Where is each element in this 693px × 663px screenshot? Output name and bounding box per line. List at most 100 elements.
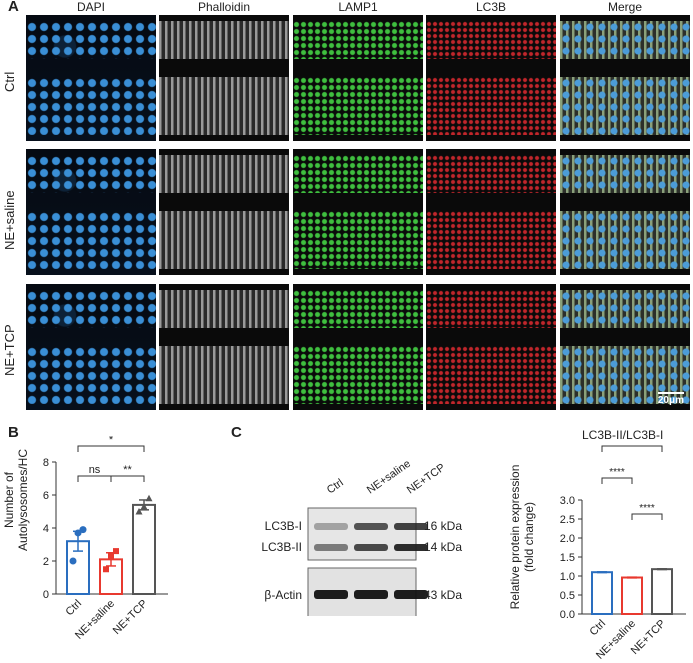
scale-bar: 20μm bbox=[657, 392, 684, 406]
chart-c-sig-bracket-label: **** bbox=[639, 503, 655, 514]
col-head-lamp1: LAMP1 bbox=[338, 0, 378, 14]
blot-band-lc3b-i bbox=[314, 523, 348, 530]
col-head-lc3b: LC3B bbox=[475, 0, 507, 14]
micrograph-merge-ctrl bbox=[560, 15, 690, 141]
micrograph-dapi-ctrl bbox=[26, 15, 156, 141]
chart-c-title: LC3B-II/LC3B-I bbox=[582, 428, 664, 442]
micrograph-cell-band bbox=[26, 77, 156, 135]
micrograph-cell-band bbox=[26, 346, 156, 404]
micrograph-dapi-ne-saline bbox=[26, 149, 156, 275]
micrograph-cell-band bbox=[293, 21, 423, 59]
chart-c-y-tick-label: 2.0 bbox=[560, 533, 575, 545]
micrograph-lamp1-ne-tcp bbox=[293, 284, 423, 410]
blot-band-lc3b-i bbox=[354, 523, 388, 530]
chart-b-data-point bbox=[145, 494, 153, 502]
micrograph-cell-band bbox=[159, 155, 289, 193]
micrograph-cell-band bbox=[159, 346, 289, 404]
panel-b-letter: B bbox=[8, 424, 19, 441]
micrograph-cell-band bbox=[293, 290, 423, 328]
blot-band-label: LC3B-I bbox=[265, 519, 302, 533]
chart-b-y-tick-label: 0 bbox=[43, 589, 49, 601]
micrograph-lamp1-ctrl bbox=[293, 15, 423, 141]
blot-band-lc3b-i bbox=[394, 523, 428, 530]
chart-c-y-tick-label: 3.0 bbox=[560, 495, 575, 507]
micrograph-cell-band bbox=[159, 21, 289, 59]
micrograph-lc3b-ne-saline bbox=[426, 149, 556, 275]
chart-b-data-point bbox=[103, 566, 109, 573]
micrograph-cell-band bbox=[159, 77, 289, 135]
chart-b-sig-bracket-label: ** bbox=[123, 464, 132, 476]
chart-b-y-tick-label: 6 bbox=[43, 490, 49, 502]
chart-b-y-tick-label: 2 bbox=[43, 556, 49, 568]
blot-band-label: β-Actin bbox=[264, 588, 302, 602]
micrograph-cell-band bbox=[26, 211, 156, 269]
micrograph-lc3b-ctrl bbox=[426, 15, 556, 141]
chart-b-data-point bbox=[135, 508, 143, 515]
chart-b-sig-bracket bbox=[77, 475, 112, 482]
micrograph-cell-band bbox=[560, 155, 690, 193]
chart-b-data-point bbox=[69, 557, 77, 565]
blot-lane-label: Ctrl bbox=[325, 477, 346, 497]
micrograph-cell-band bbox=[560, 290, 690, 328]
blot-band-label: LC3B-II bbox=[261, 540, 302, 554]
chart-b-y-tick-label: 8 bbox=[43, 457, 49, 469]
chart-c-sig-bracket bbox=[601, 477, 633, 484]
chart-c-sig-bracket bbox=[601, 445, 663, 452]
chart-b-sig-bracket bbox=[77, 445, 145, 452]
micrograph-phalloidin-ctrl bbox=[159, 15, 289, 141]
chart-b-x-tick-label: NE+TCP bbox=[111, 598, 150, 637]
blot-lane-label: NE+saline bbox=[365, 458, 413, 497]
micrograph-lamp1-ne-saline bbox=[293, 149, 423, 275]
blot-membrane-lc3b bbox=[307, 507, 417, 561]
micrograph-cell-band bbox=[426, 290, 556, 328]
chart-c-x-tick-label: Ctrl bbox=[588, 618, 609, 639]
micrograph-cell-band bbox=[293, 346, 423, 404]
chart-b-y-tick-label: 4 bbox=[43, 523, 49, 535]
chart-c-bar bbox=[621, 576, 643, 616]
blot-band-kda: 43 kDa bbox=[424, 588, 462, 602]
blot-band-lc3b-ii bbox=[354, 544, 388, 551]
micrograph-cell-band bbox=[560, 346, 690, 404]
micrograph-merge-ne-tcp: 20μm bbox=[560, 284, 690, 410]
scale-bar-line bbox=[657, 392, 684, 394]
col-head-dapi: DAPI bbox=[76, 0, 105, 14]
chart-c-y-tick-label: 0.0 bbox=[560, 609, 575, 621]
chart-c-y-tick-label: 2.5 bbox=[560, 514, 575, 526]
micrograph-merge-ne-saline bbox=[560, 149, 690, 275]
micrograph-cell-band bbox=[26, 155, 156, 193]
chart-b-data-point bbox=[108, 553, 114, 560]
micrograph-cell-band bbox=[426, 21, 556, 59]
micrograph-cell-band bbox=[426, 346, 556, 404]
micrograph-cell-band bbox=[560, 77, 690, 135]
micrograph-cell-band bbox=[426, 77, 556, 135]
chart-c-y-tick-label: 1.5 bbox=[560, 552, 575, 564]
micrograph-phalloidin-ne-tcp bbox=[159, 284, 289, 410]
row-label-ne-saline: NE+saline bbox=[2, 190, 17, 250]
micrograph-cell-band bbox=[159, 290, 289, 328]
micrograph-cell-band bbox=[26, 21, 156, 59]
chart-b-sig-bracket-label: * bbox=[109, 436, 114, 446]
blot-band-lc3b-ii bbox=[394, 544, 428, 551]
row-label-ne-tcp: NE+TCP bbox=[2, 324, 17, 376]
chart-c-sig-bracket-label: *** bbox=[626, 440, 638, 446]
chart-c-ylabel: Relative protein expression (fold change… bbox=[508, 432, 536, 642]
panel-a-letter: A bbox=[8, 0, 19, 15]
micrograph-cell-band bbox=[426, 155, 556, 193]
chart-b-sig-bracket-label: ns bbox=[89, 464, 101, 476]
micrograph-phalloidin-ne-saline bbox=[159, 149, 289, 275]
chart-c-bar bbox=[651, 568, 673, 616]
chart-b-sig-bracket bbox=[110, 475, 145, 482]
micrograph-cell-band bbox=[293, 211, 423, 269]
row-label-ctrl: Ctrl bbox=[2, 71, 17, 92]
blot-band-actin bbox=[314, 590, 348, 599]
scale-bar-label: 20μm bbox=[657, 395, 684, 406]
panel-c-letter: C bbox=[231, 424, 242, 441]
blot-band-lc3b-ii bbox=[314, 544, 348, 551]
micrograph-cell-band bbox=[426, 211, 556, 269]
col-head-merge: Merge bbox=[607, 0, 642, 14]
chart-c-sig-bracket-label: **** bbox=[609, 467, 625, 478]
chart-b-ylabel: Number of Autolysosomes/HC bbox=[2, 425, 30, 575]
micrograph-cell-band bbox=[159, 211, 289, 269]
micrograph-dapi-ne-tcp bbox=[26, 284, 156, 410]
